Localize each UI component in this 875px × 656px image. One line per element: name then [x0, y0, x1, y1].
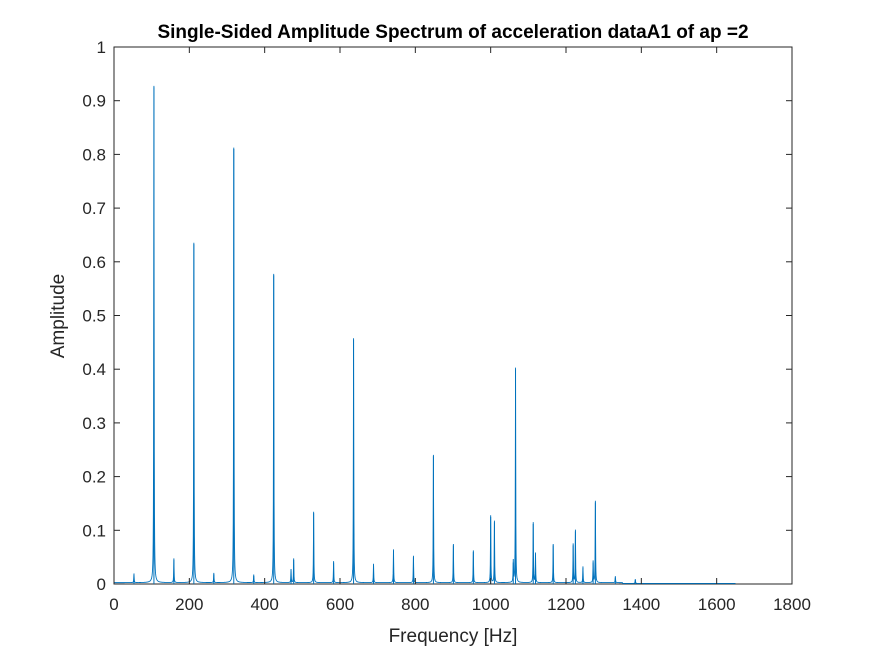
x-tick-label: 200 [175, 595, 203, 614]
y-axis-label: Amplitude [48, 274, 69, 359]
spectrum-line [114, 85, 736, 584]
y-tick-label: 1 [97, 38, 106, 57]
y-tick-label: 0.1 [82, 521, 106, 540]
x-tick-label: 1600 [698, 595, 736, 614]
y-tick-label: 0.7 [82, 199, 106, 218]
x-tick-label: 400 [250, 595, 278, 614]
y-tick-label: 0.4 [82, 360, 106, 379]
x-tick-label: 1200 [547, 595, 585, 614]
x-axis-label: Frequency [Hz] [389, 626, 518, 647]
x-tick-label: 0 [109, 595, 118, 614]
plot-area [113, 46, 793, 585]
x-tick-label: 600 [326, 595, 354, 614]
x-tick-label: 1000 [472, 595, 510, 614]
y-tick-label: 0 [97, 575, 106, 594]
axes-box [113, 46, 793, 585]
y-tick-label: 0.3 [82, 414, 106, 433]
chart-title: Single-Sided Amplitude Spectrum of accel… [157, 22, 748, 43]
x-tick-label: 1400 [622, 595, 660, 614]
y-tick-label: 0.6 [82, 253, 106, 272]
axis-ticks: 0 200 400 600 800 1000 1200 1400 1600 1800 0 0.1 0.2… [82, 38, 811, 614]
y-tick-label: 0.5 [82, 307, 106, 326]
y-tick-label: 0.9 [82, 92, 106, 111]
y-tick-label: 0.2 [82, 468, 106, 487]
x-tick-label: 1800 [773, 595, 811, 614]
x-tick-label: 800 [401, 595, 429, 614]
y-tick-label: 0.8 [82, 145, 106, 164]
